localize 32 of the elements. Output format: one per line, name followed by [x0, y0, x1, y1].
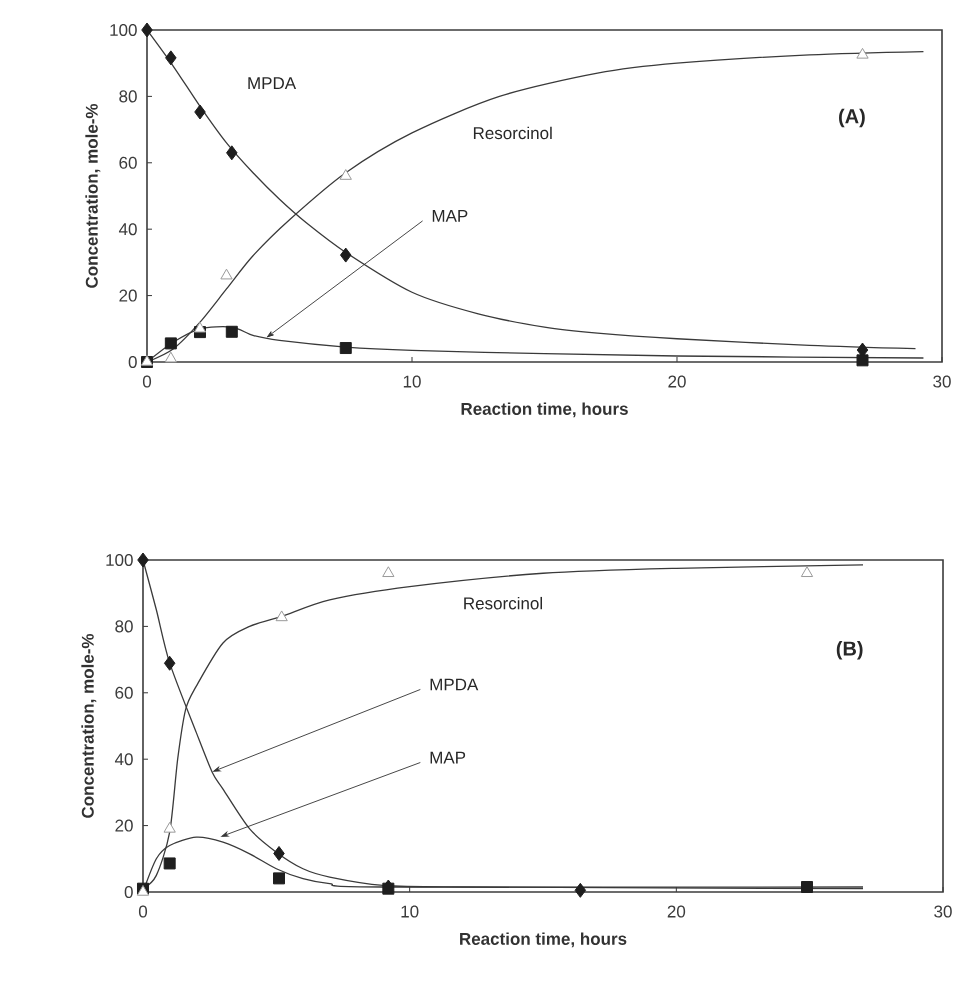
annotation: Resorcinol [464, 596, 542, 610]
annotation: MAP [430, 751, 466, 764]
y-tick-label: 0 [128, 355, 137, 369]
annotation: (B) [836, 640, 863, 660]
y-tick-label: 0 [124, 885, 133, 899]
annotation: Resorcinol [473, 126, 552, 140]
annotation: MAP [432, 210, 468, 222]
y-axis-title: Concentration, mole-% [85, 103, 101, 288]
x-tick-label: 0 [142, 375, 152, 388]
y-tick-label: 80 [119, 90, 137, 103]
x-tick-label: 20 [667, 905, 686, 918]
x-axis-title: Reaction time, hours [461, 402, 628, 418]
y-axis-title: Concentration, mole-% [81, 633, 97, 818]
y-tick-label: 60 [119, 156, 137, 169]
x-tick-label: 30 [933, 375, 951, 388]
y-tick-label: 80 [115, 620, 133, 633]
x-tick-label: 0 [138, 905, 148, 918]
y-tick-label: 40 [114, 753, 133, 766]
y-tick-label: 20 [119, 289, 137, 302]
y-tick-label: 100 [106, 553, 133, 567]
x-tick-label: 10 [403, 375, 421, 388]
annotation: MPDA [430, 678, 479, 691]
x-tick-label: 20 [668, 375, 686, 388]
x-tick-label: 30 [934, 905, 952, 918]
x-tick-label: 10 [401, 905, 419, 918]
y-tick-label: 20 [115, 819, 133, 832]
x-axis-title: Reaction time, hours [460, 932, 627, 948]
y-tick-label: 40 [118, 223, 137, 236]
annotation: MPDA [248, 77, 297, 89]
y-tick-label: 60 [115, 686, 133, 699]
annotation: (A) [839, 108, 865, 128]
y-tick-label: 100 [110, 23, 137, 37]
